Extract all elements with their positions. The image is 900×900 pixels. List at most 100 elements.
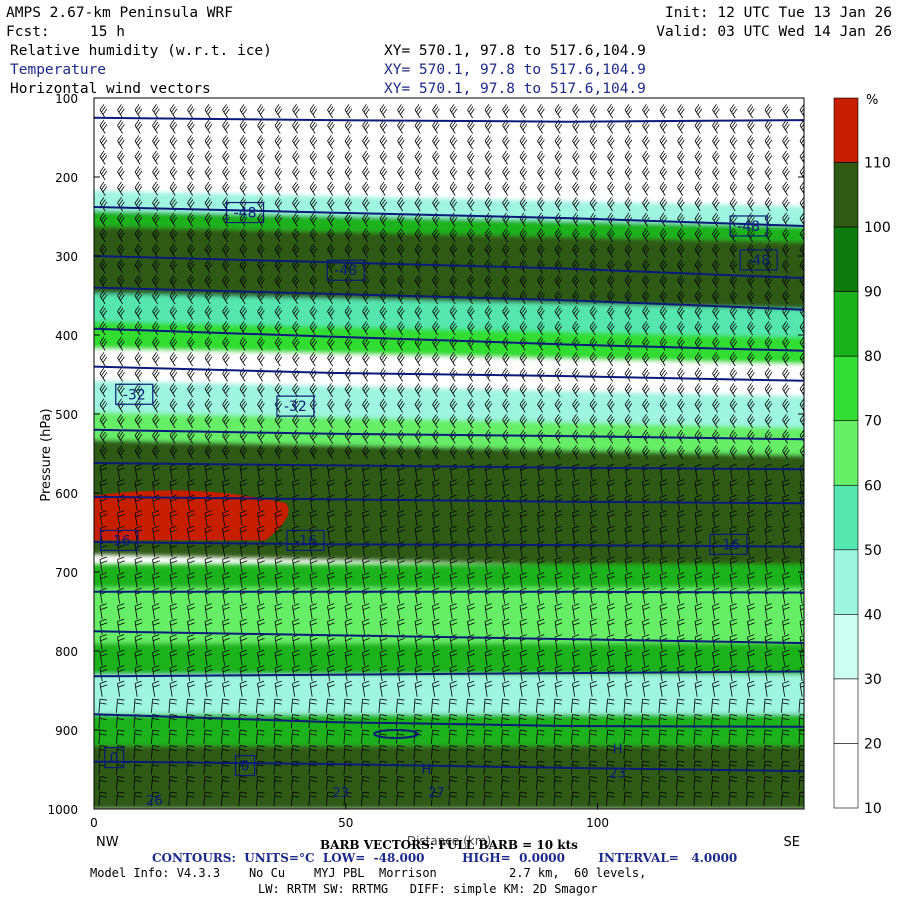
wind-barb	[117, 181, 125, 196]
wind-barb	[711, 729, 720, 744]
wind-barb	[502, 572, 510, 589]
wind-barb	[169, 649, 178, 666]
wind-barb	[712, 305, 720, 320]
wind-barb	[624, 259, 633, 274]
wind-barb	[449, 119, 458, 134]
wind-barb	[152, 181, 160, 196]
wind-barb	[554, 274, 563, 289]
wind-barb	[729, 572, 738, 589]
wind-barb	[292, 367, 300, 382]
wind-barb	[519, 429, 528, 444]
wind-barb	[152, 398, 160, 413]
wind-barb	[519, 367, 528, 382]
wind-barb	[151, 729, 160, 744]
wind-barb	[344, 119, 353, 134]
wind-barb	[187, 367, 195, 382]
wind-barb	[607, 414, 615, 429]
wind-barb	[169, 135, 178, 150]
wind-barb	[292, 181, 300, 196]
wind-barb	[291, 698, 300, 713]
wind-barb	[729, 135, 738, 150]
wind-barb	[327, 150, 335, 165]
wind-barb	[712, 445, 720, 460]
wind-barb	[712, 680, 720, 697]
wind-barb	[519, 150, 528, 165]
wind-barb	[519, 181, 528, 196]
wind-barb	[151, 791, 160, 806]
wind-barb	[712, 383, 720, 398]
wind-barb	[554, 572, 563, 589]
wind-barb	[327, 243, 335, 258]
wind-barb	[607, 228, 615, 243]
wind-barb	[344, 510, 353, 527]
wind-barb	[502, 429, 510, 444]
wind-barb	[203, 729, 212, 744]
wind-barb	[169, 104, 178, 119]
wind-barb	[659, 398, 668, 413]
wind-barb	[519, 119, 528, 134]
wind-barb	[168, 729, 177, 744]
wind-barb	[379, 603, 388, 620]
wind-barb	[483, 698, 492, 713]
wind-barb	[466, 776, 475, 791]
wind-barb	[204, 603, 213, 620]
wind-barb	[344, 398, 353, 413]
wind-barb	[467, 414, 475, 429]
wind-barb	[677, 680, 685, 697]
wind-barb	[799, 398, 804, 412]
wind-barb	[257, 104, 265, 119]
wind-barb	[292, 649, 300, 666]
wind-barb	[344, 618, 353, 635]
wind-barb	[292, 398, 300, 413]
wind-barb	[589, 228, 598, 243]
wind-barb	[589, 181, 598, 196]
wind-barb	[204, 680, 213, 697]
contour-label-box: -16	[286, 529, 325, 552]
wind-barb	[327, 618, 335, 635]
wind-barb	[764, 290, 773, 305]
wind-barb	[134, 104, 143, 119]
wind-barb	[467, 510, 475, 527]
wind-barb	[292, 119, 300, 134]
wind-barb	[117, 119, 125, 134]
wind-barb	[413, 714, 422, 729]
wind-barb	[117, 150, 125, 165]
wind-barb	[432, 305, 440, 320]
wind-barb	[659, 150, 668, 165]
wind-barb	[327, 197, 335, 212]
wind-barb	[747, 228, 755, 243]
wind-barb	[467, 259, 475, 274]
wind-barb	[362, 119, 370, 134]
wind-barb	[642, 510, 650, 527]
wind-barb	[606, 698, 615, 713]
wind-barb	[98, 698, 107, 713]
wind-barb	[432, 181, 440, 196]
wind-barb	[729, 634, 738, 651]
wind-barb	[764, 104, 773, 119]
wind-barb	[396, 791, 405, 806]
wind-barb	[152, 525, 160, 542]
valid-time: Valid: 03 UTC Wed 14 Jan 26	[656, 24, 892, 40]
wind-barb	[169, 665, 178, 682]
wind-barb	[169, 680, 178, 697]
wind-barb	[169, 445, 178, 460]
wind-barb	[624, 649, 633, 666]
wind-barb	[187, 274, 195, 289]
contour-label: -48	[334, 263, 357, 279]
wind-barb	[134, 445, 143, 460]
wind-barb	[362, 228, 370, 243]
wind-barb	[432, 197, 440, 212]
wind-barb	[239, 104, 248, 119]
wind-barb	[607, 618, 615, 635]
wind-barb	[502, 290, 510, 305]
wind-barb	[362, 649, 370, 666]
wind-barb	[292, 445, 300, 460]
wind-barb	[519, 618, 528, 635]
contour-label-frame	[709, 533, 748, 555]
wind-barb	[572, 321, 580, 336]
wind-barb	[764, 680, 773, 697]
wind-barb	[782, 680, 790, 697]
wind-barb	[292, 135, 300, 150]
wind-barb	[379, 414, 388, 429]
wind-barb	[537, 135, 545, 150]
